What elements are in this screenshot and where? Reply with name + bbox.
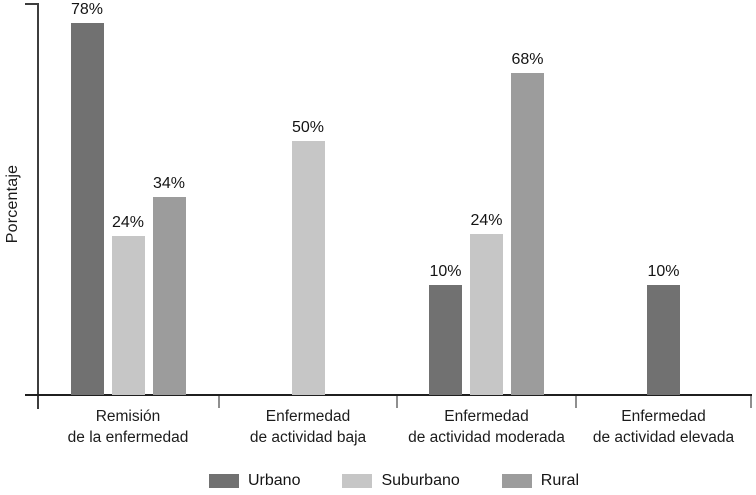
x-axis-tick [750, 396, 752, 408]
x-axis-tick [396, 396, 398, 408]
legend-label: Urbano [247, 472, 301, 489]
bar-value-label: 50% [291, 119, 325, 136]
x-axis-tick [575, 396, 577, 408]
bar-suburbano-0 [111, 236, 145, 395]
category-label-line: Remisión [95, 408, 161, 425]
bar-value-label: 24% [470, 212, 503, 229]
category-label-line: de actividad elevada [592, 429, 735, 446]
category-label-line: de actividad moderada [408, 429, 565, 446]
legend-item-rural: Rural [501, 472, 579, 490]
y-axis-label: Porcentaje [4, 164, 21, 244]
bar-suburbano-2 [470, 234, 503, 395]
category-label-0: Remisión de la enfermedad [23, 406, 233, 448]
bar-rural-0 [152, 197, 186, 395]
legend-label: Suburbano [381, 472, 460, 489]
category-label-line: Enfermedad [621, 408, 706, 425]
bar-rural-2 [511, 73, 544, 395]
x-axis-tick [218, 396, 220, 408]
bar-value-label: 10% [429, 263, 462, 280]
category-label-2: Enfermedad de actividad moderada [382, 406, 592, 448]
category-label-line: Enfermedad [444, 408, 529, 425]
bar-urbano-0 [70, 23, 104, 395]
category-label-3: Enfermedad de actividad elevada [559, 406, 756, 448]
category-label-line: de la enfermedad [67, 429, 189, 446]
x-axis-line [25, 394, 752, 396]
bar-value-label: 24% [111, 214, 145, 231]
y-axis-top-cap [25, 3, 38, 5]
legend-label: Rural [540, 472, 579, 489]
legend: Urbano Suburbano Rural [37, 471, 751, 491]
category-label-line: Enfermedad [265, 408, 351, 425]
bar-value-label: 78% [70, 1, 104, 18]
category-label-1: Enfermedad de actividad baja [203, 406, 413, 448]
category-label-line: de actividad baja [249, 429, 367, 446]
y-axis-line [37, 3, 39, 409]
legend-item-urbano: Urbano [208, 472, 301, 490]
bar-value-label: 34% [152, 175, 186, 192]
bar-urbano-2 [429, 285, 462, 395]
legend-swatch-rural [501, 474, 532, 488]
legend-swatch-suburbano [342, 474, 373, 488]
bar-suburbano-1 [291, 141, 325, 395]
bar-value-label: 10% [647, 263, 680, 280]
legend-swatch-urbano [208, 474, 239, 488]
bar-value-label: 68% [511, 51, 544, 68]
bar-urbano-3 [647, 285, 680, 395]
legend-item-suburbano: Suburbano [342, 472, 460, 490]
